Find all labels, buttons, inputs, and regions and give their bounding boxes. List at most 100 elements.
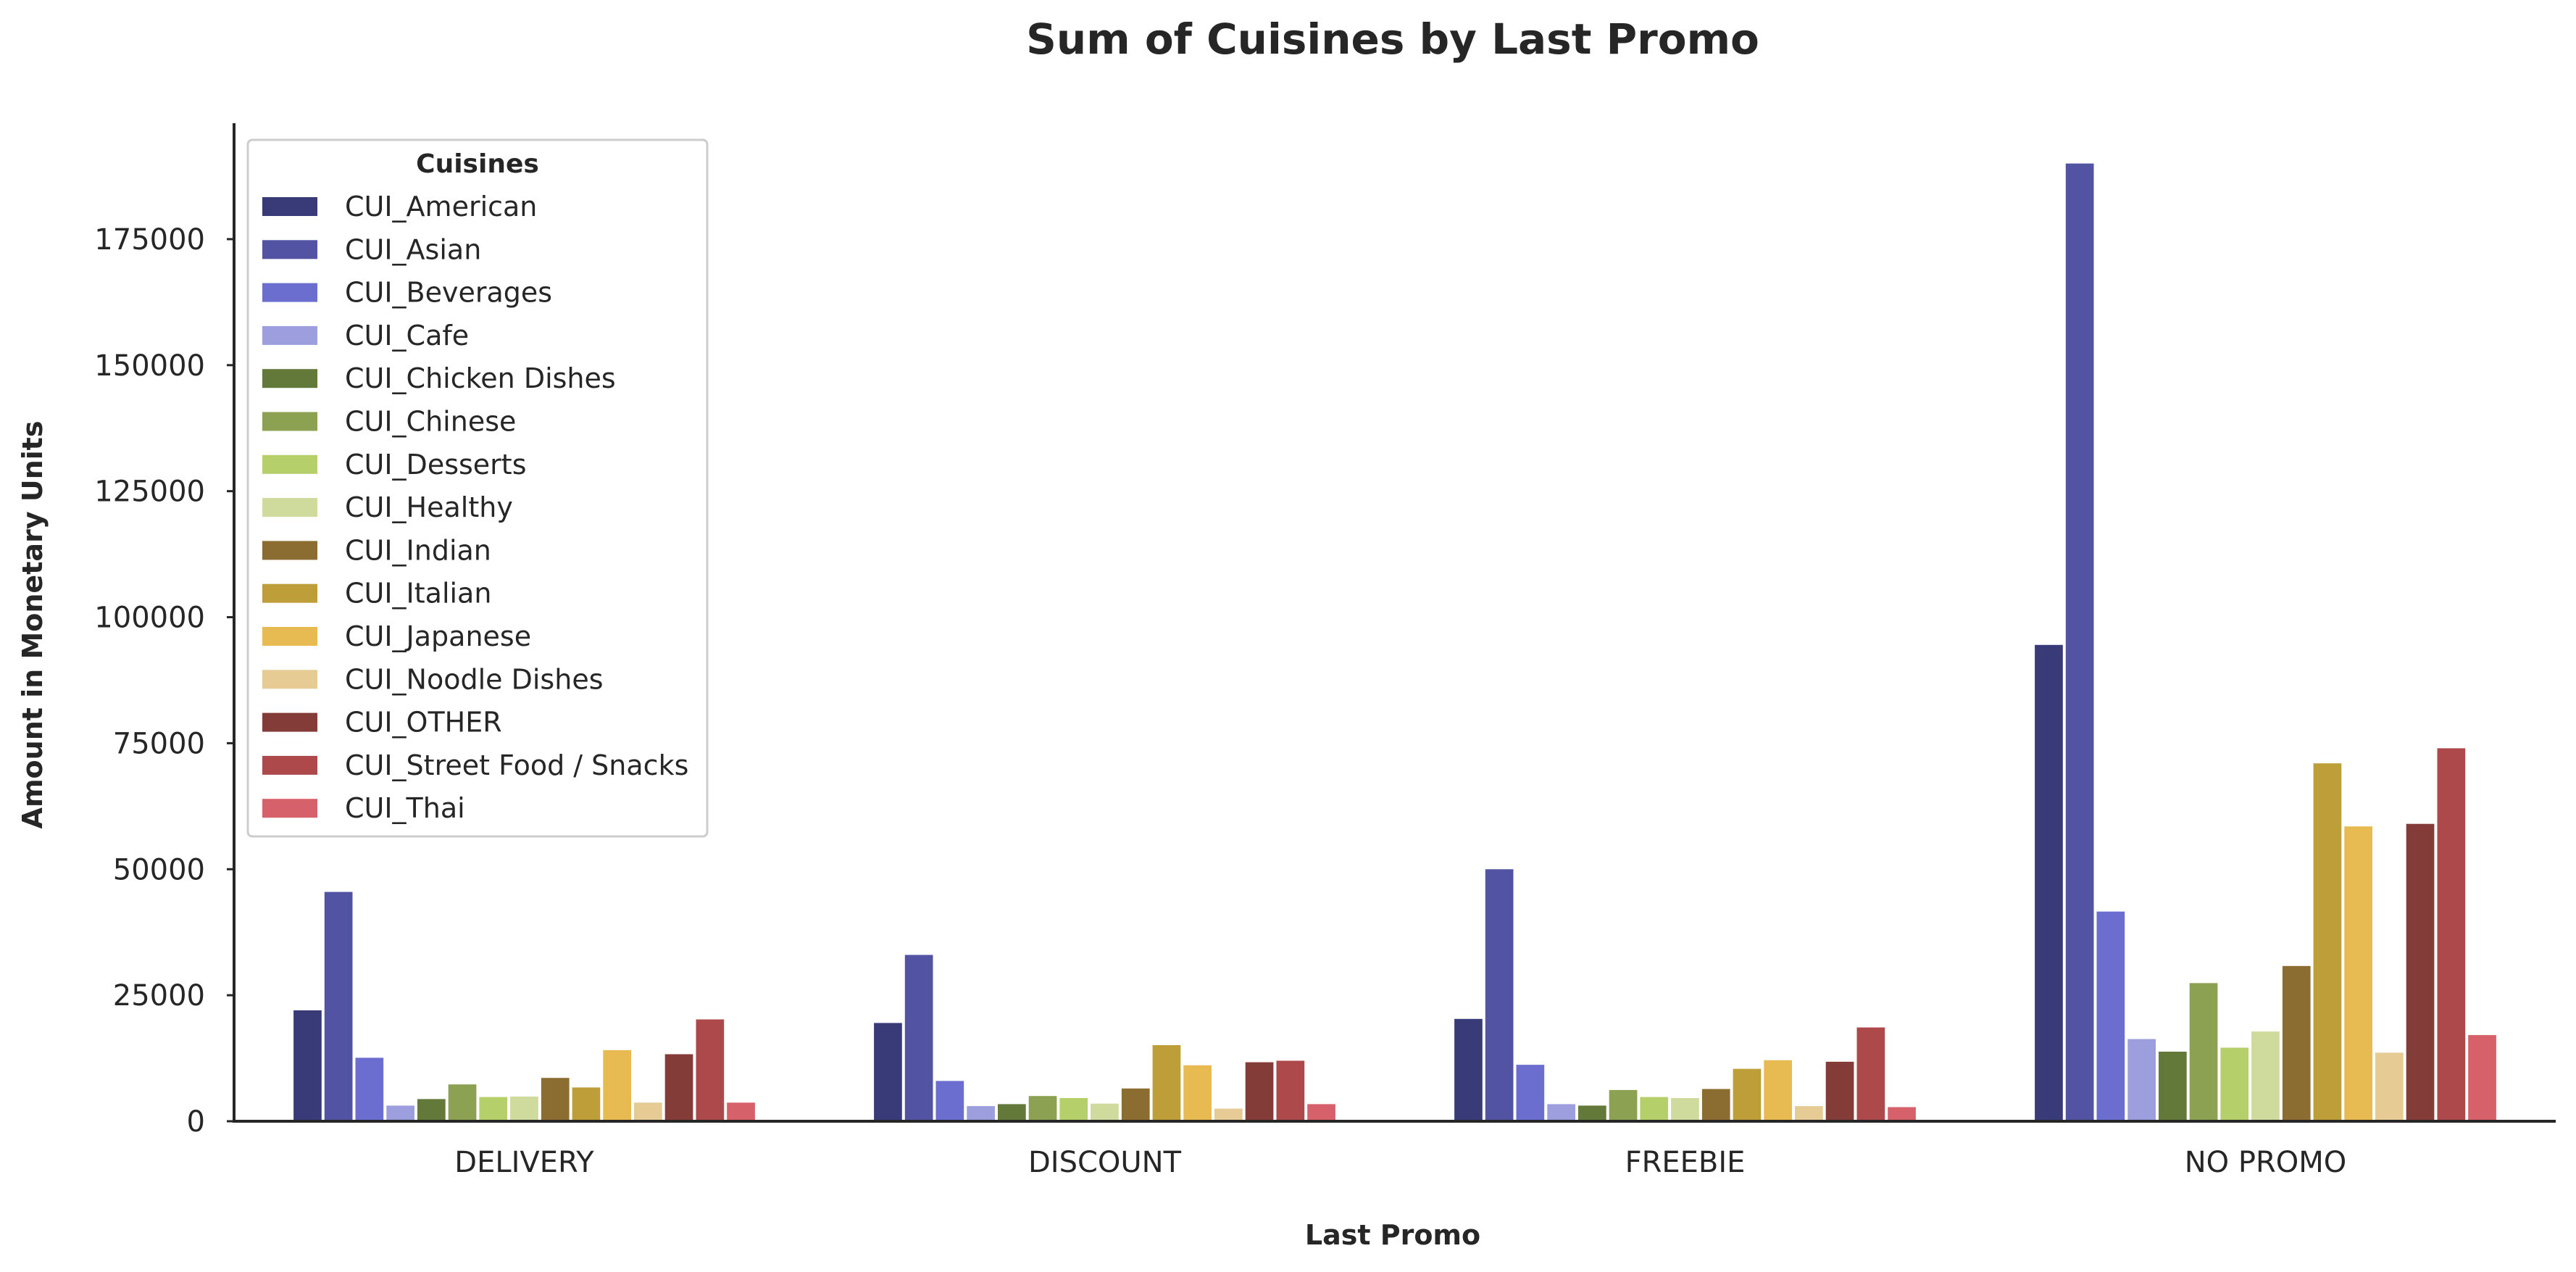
y-tick-label: 25000	[113, 979, 205, 1013]
legend-entry-label: CUI_OTHER	[345, 707, 502, 739]
bar	[634, 1102, 662, 1121]
y-axis-label: Amount in Monetary Units	[17, 421, 49, 829]
bar	[1028, 1096, 1057, 1121]
legend-entry-label: CUI_Healthy	[345, 491, 513, 523]
legend-frame	[246, 138, 709, 838]
legend-entry-label: CUI_Beverages	[345, 277, 552, 309]
legend-swatch	[262, 283, 317, 302]
bar	[1888, 1107, 1916, 1121]
bar	[1276, 1060, 1305, 1121]
bar	[2437, 748, 2466, 1121]
bar	[967, 1106, 995, 1121]
bar	[998, 1104, 1026, 1121]
bar	[2406, 823, 2435, 1121]
bar	[1671, 1098, 1699, 1121]
bar	[1701, 1089, 1730, 1121]
bar	[2375, 1052, 2404, 1121]
bar	[1152, 1045, 1181, 1121]
legend-swatch	[262, 454, 317, 474]
legend-entry-label: CUI_Street Food / Snacks	[345, 749, 688, 781]
bar	[2065, 163, 2094, 1122]
y-tick-label: 175000	[94, 223, 205, 257]
bar	[2251, 1031, 2280, 1121]
bar	[664, 1054, 693, 1121]
y-ticks: 0 25000 50000 75000 100000 125000 150000 175000	[94, 223, 234, 1139]
legend-title: Cuisines	[416, 149, 539, 179]
legend-swatch	[262, 712, 317, 732]
x-ticks: DELIVERY DISCOUNT FREEBIE NO PROMO	[454, 1146, 2346, 1179]
bar	[355, 1057, 384, 1121]
bar	[572, 1087, 601, 1121]
legend-swatch	[262, 755, 317, 775]
bar	[510, 1096, 538, 1121]
bar	[1764, 1060, 1792, 1121]
bar	[935, 1081, 964, 1121]
bar	[727, 1102, 755, 1121]
bar	[541, 1078, 570, 1121]
legend: Cuisines CUI_American CUI_Asian CUI_Bevera…	[246, 138, 709, 838]
bar	[1485, 869, 1514, 1121]
bar	[1245, 1062, 1274, 1121]
bar	[2189, 983, 2218, 1121]
bar	[2282, 965, 2311, 1121]
bar	[603, 1049, 631, 1121]
bar	[696, 1019, 725, 1121]
bar	[1454, 1018, 1483, 1121]
x-tick-label: NO PROMO	[2185, 1146, 2347, 1179]
chart-title: Sum of Cuisines by Last Promo	[1026, 14, 1759, 64]
y-tick-label: 75000	[113, 727, 205, 760]
x-tick-label: FREEBIE	[1625, 1146, 1746, 1179]
legend-swatch	[262, 583, 317, 603]
x-tick-label: DISCOUNT	[1028, 1146, 1182, 1179]
bar	[479, 1097, 508, 1121]
bar	[293, 1010, 322, 1121]
y-tick-label: 100000	[94, 602, 205, 635]
bar	[1733, 1068, 1762, 1121]
bar	[2220, 1047, 2249, 1121]
x-tick-label: DELIVERY	[454, 1146, 594, 1179]
legend-entry-label: CUI_American	[345, 191, 537, 223]
legend-entry-label: CUI_Desserts	[345, 449, 527, 481]
bar	[1059, 1098, 1088, 1121]
bar	[1825, 1061, 1854, 1121]
bar	[1183, 1065, 1212, 1121]
legend-entry-label: CUI_Chinese	[345, 406, 516, 438]
legend-entry-label: CUI_Thai	[345, 792, 465, 824]
bar	[2313, 763, 2342, 1121]
bar	[2035, 644, 2063, 1121]
x-axis-label: Last Promo	[1305, 1219, 1480, 1251]
bar	[1578, 1105, 1606, 1121]
bar	[1121, 1088, 1150, 1121]
bar	[2127, 1039, 2156, 1121]
bar	[2159, 1052, 2187, 1121]
bar	[2096, 911, 2125, 1121]
legend-entry-label: CUI_Noodle Dishes	[345, 663, 604, 695]
bar	[1307, 1104, 1335, 1121]
bars-layer	[293, 163, 2496, 1122]
legend-entry-label: CUI_Japanese	[345, 620, 531, 652]
bar	[1609, 1089, 1638, 1121]
legend-swatch	[262, 799, 317, 818]
bar	[874, 1023, 902, 1121]
legend-entry-label: CUI_Italian	[345, 578, 491, 610]
legend-swatch	[262, 670, 317, 689]
bar	[448, 1084, 477, 1121]
bar	[1856, 1027, 1885, 1121]
legend-swatch	[262, 197, 317, 216]
legend-swatch	[262, 412, 317, 431]
bar	[1516, 1065, 1545, 1121]
y-tick-label: 150000	[94, 349, 205, 383]
bar	[417, 1099, 446, 1121]
y-tick-label: 0	[187, 1105, 205, 1139]
legend-swatch	[262, 498, 317, 517]
legend-entry-label: CUI_Asian	[345, 233, 481, 265]
bar	[1795, 1106, 1823, 1121]
bar	[324, 891, 353, 1121]
legend-entry-label: CUI_Cafe	[345, 320, 469, 352]
legend-swatch	[262, 627, 317, 646]
bar	[2344, 826, 2372, 1121]
y-tick-label: 125000	[94, 475, 205, 509]
legend-entry-label: CUI_Indian	[345, 534, 491, 566]
